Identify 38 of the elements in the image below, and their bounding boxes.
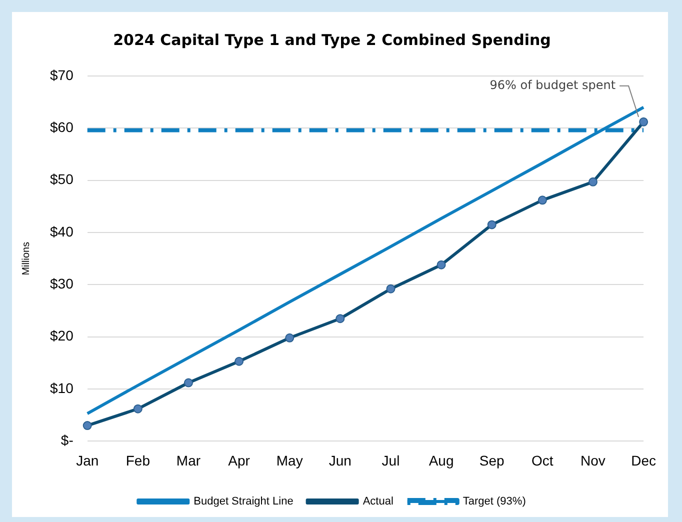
x-tick-label: Jun: [328, 452, 352, 468]
x-tick-label: Apr: [228, 452, 250, 468]
y-tick-label: $10: [50, 380, 74, 396]
point: [336, 314, 345, 324]
y-tick-label: $-: [60, 432, 74, 448]
y-axis-title: Millions: [20, 242, 32, 276]
point: [487, 220, 496, 230]
x-tick-label: Dec: [631, 452, 656, 468]
y-tick-label: $50: [50, 171, 74, 188]
annotation: 96% of budget spent: [490, 78, 616, 92]
legend-label: Target (93%): [462, 496, 526, 508]
x-tick-label: Aug: [428, 452, 454, 468]
point: [184, 378, 193, 388]
x-tick-label: Jan: [76, 452, 99, 468]
y-tick-label: $60: [50, 119, 74, 136]
point: [234, 356, 244, 366]
legend-label: Actual: [362, 496, 394, 508]
x-tick-label: Mar: [176, 452, 201, 468]
x-tick-label: Sep: [479, 452, 505, 468]
point: [538, 196, 547, 205]
x-tick-label: May: [276, 452, 303, 468]
point: [285, 333, 294, 342]
y-tick-label: $20: [50, 328, 74, 344]
point: [588, 177, 598, 186]
point: [133, 404, 142, 414]
legend-label: Budget Straight Line: [194, 496, 294, 508]
point: [386, 284, 396, 294]
x-tick-label: Jul: [382, 452, 400, 468]
x-tick-label: Feb: [126, 452, 150, 468]
point: [639, 117, 648, 126]
point: [82, 421, 92, 430]
x-tick-label: Oct: [532, 452, 554, 468]
y-tick-label: $40: [50, 223, 74, 240]
y-tick-label: $70: [50, 66, 74, 83]
x-tick-label: Nov: [580, 452, 606, 468]
chart-title: 2024 Capital Type 1 and Type 2 Combined Spending: [113, 30, 551, 49]
y-tick-label: $30: [50, 276, 74, 292]
point: [436, 260, 446, 270]
